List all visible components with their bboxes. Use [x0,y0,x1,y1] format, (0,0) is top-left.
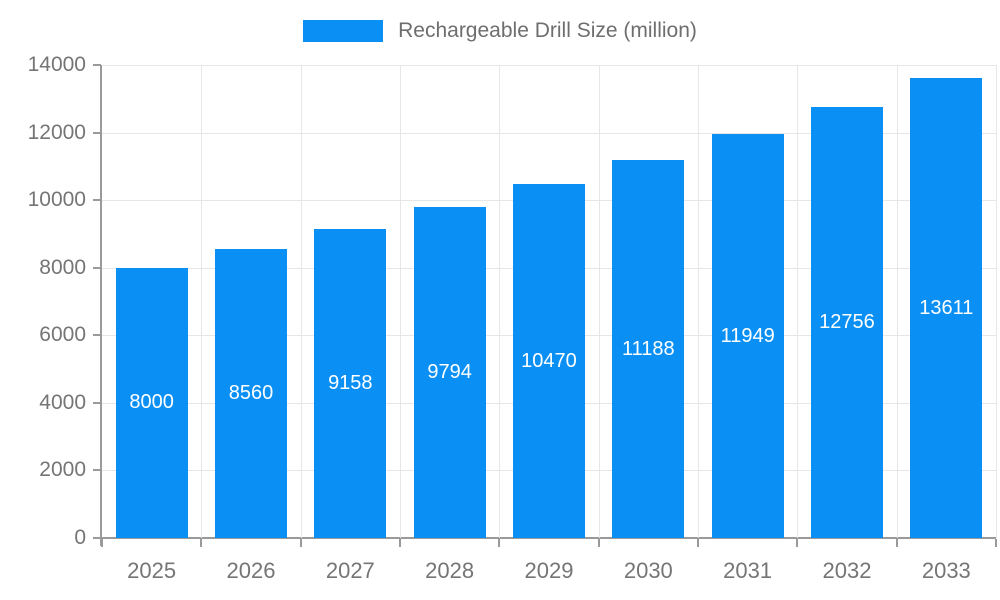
bar-2031[interactable]: 11949 [711,134,784,538]
legend-swatch [303,20,384,42]
legend-item[interactable]: Rechargeable Drill Size (million) [0,16,1000,46]
y-axis-line [100,65,102,546]
v-gridline [598,65,600,538]
bar-2027[interactable]: 9158 [314,228,387,538]
x-tick-mark [796,539,799,547]
x-tick-mark [895,539,898,547]
y-tick-mark [93,469,101,472]
bar-value-label: 9158 [328,371,373,394]
h-gridline [102,132,996,134]
y-tick-label: 4000 [39,390,86,414]
x-tick-mark [101,539,103,547]
x-tick-mark [200,539,203,547]
y-tick-mark [93,334,101,337]
plot-area: 8000 8560 9158 9794 10470 11188 11949 12756 1361… [102,65,997,538]
bar-2029[interactable]: 10470 [512,184,585,538]
y-tick-label: 12000 [27,120,86,144]
v-gridline [797,65,799,538]
x-axis-ticks [101,539,997,547]
y-tick-label: 8000 [39,255,86,279]
y-tick-mark [93,401,101,404]
v-gridline [996,65,997,538]
x-tick-label: 2031 [723,558,773,583]
legend-label: Rechargeable Drill Size (million) [398,19,697,42]
y-tick-mark [93,64,101,66]
v-gridline [499,65,501,538]
y-tick-label: 6000 [39,323,86,347]
bar-2033[interactable]: 13611 [910,78,983,538]
x-tick-mark [498,539,501,547]
bar-value-label: 9794 [427,361,472,384]
y-tick-label: 10000 [27,188,86,212]
x-tick-label: 2030 [623,558,673,583]
bar-value-label: 8560 [228,381,274,404]
x-tick-label: 2028 [425,558,475,583]
bar-value-label: 11188 [621,337,675,360]
bar-2025[interactable]: 8000 [115,267,188,538]
bar-value-label: 8000 [129,391,174,414]
y-tick-label: 2000 [39,458,86,482]
v-gridline [399,65,401,538]
x-tick-label: 2032 [822,558,872,583]
x-tick-label: 2029 [524,558,574,583]
v-gridline [201,65,203,538]
bar-value-label: 12756 [819,311,875,334]
y-axis-labels: 0 2000 4000 6000 8000 10000 12000 14000 [0,53,86,549]
y-tick-mark [93,199,101,202]
bar-2026[interactable]: 8560 [214,248,287,538]
x-axis-line [94,537,996,539]
bar-value-label: 10470 [521,349,577,372]
h-gridline [102,65,996,66]
x-tick-mark [597,539,600,547]
x-tick-label: 2025 [127,558,177,583]
x-tick-mark [696,539,699,547]
bar-2028[interactable]: 9794 [413,207,486,538]
y-tick-label: 0 [74,526,86,549]
y-tick-mark [93,266,101,269]
x-tick-label: 2026 [226,558,276,583]
bar-2030[interactable]: 11188 [612,160,685,538]
y-tick-mark [93,131,101,134]
v-gridline [300,65,302,538]
x-tick-mark [398,539,401,547]
x-tick-label: 2033 [921,558,971,583]
v-gridline [697,65,699,538]
bar-value-label: 13611 [919,296,974,319]
x-axis-labels: 2025 2026 2027 2028 2029 2030 2031 2032 2033 [102,556,996,588]
x-tick-mark [299,539,302,547]
y-tick-label: 14000 [27,53,86,76]
x-tick-label: 2027 [325,558,375,583]
x-tick-mark [995,539,997,547]
bar-2032[interactable]: 12756 [810,107,883,538]
bar-value-label: 11949 [720,324,775,347]
v-gridline [896,65,898,538]
